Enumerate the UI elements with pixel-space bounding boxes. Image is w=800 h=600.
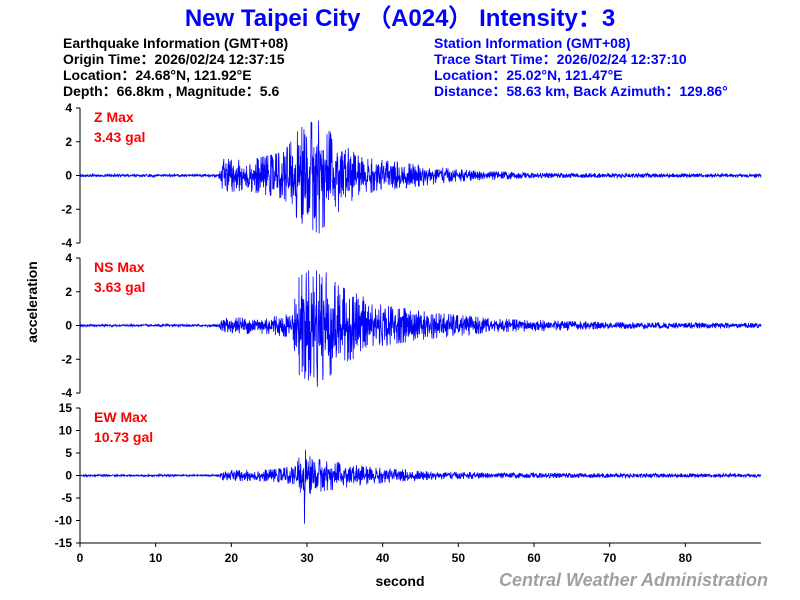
x-tick-label: 10	[149, 551, 163, 565]
y-tick-label: -4	[61, 236, 72, 250]
peak-label: Z Max	[94, 109, 134, 125]
seismogram-panels: 4 2 0 -2 -4 Z Max 3.43 gal 4 2 0 -2 -4 NS Max 3.63 ga…	[55, 101, 762, 550]
y-tick-label: 5	[65, 446, 72, 460]
y-tick-label: -10	[55, 514, 73, 528]
x-tick-label: 30	[300, 551, 314, 565]
y-tick-label: 2	[65, 135, 72, 149]
x-tick-label: 80	[679, 551, 693, 565]
credit-text: Central Weather Administration	[499, 570, 768, 590]
y-tick-label: -15	[55, 536, 73, 550]
panel-z: 4 2 0 -2 -4 Z Max 3.43 gal	[61, 101, 762, 250]
x-axis: 0 10 20 30 40 50 60 70 80	[77, 542, 761, 565]
earthquake-info-heading: Earthquake Information (GMT+08)	[63, 35, 288, 51]
trace-ns	[79, 270, 762, 387]
trace-z	[79, 120, 762, 234]
y-tick-label: 0	[65, 169, 72, 183]
x-tick-label: 20	[225, 551, 239, 565]
panel-ns: 4 2 0 -2 -4 NS Max 3.63 gal	[61, 251, 762, 400]
trace-ew	[79, 449, 762, 524]
station-location: Location：25.02°N, 121.47°E	[434, 67, 623, 83]
origin-time: Origin Time：2026/02/24 12:37:15	[63, 51, 285, 67]
y-tick-label: 4	[65, 251, 72, 265]
y-tick-label: -5	[61, 491, 72, 505]
x-axis-label: second	[375, 573, 424, 589]
station-distance: Distance：58.63 km, Back Azimuth：129.86°	[434, 83, 728, 99]
y-axis-label: acceleration	[24, 261, 40, 343]
peak-value: 3.43 gal	[94, 129, 145, 145]
figure-title: New Taipei City （A024） Intensity：3	[185, 5, 615, 32]
earthquake-info-block: Earthquake Information (GMT+08) Origin T…	[63, 35, 288, 99]
station-info-heading: Station Information (GMT+08)	[434, 35, 630, 51]
x-tick-label: 70	[603, 551, 617, 565]
station-info-block: Station Information (GMT+08) Trace Start…	[434, 35, 728, 99]
depth-magnitude: Depth：66.8km , Magnitude：5.6	[63, 83, 279, 99]
y-tick-label: 15	[59, 401, 73, 415]
y-tick-label: 2	[65, 285, 72, 299]
x-tick-label: 0	[77, 551, 84, 565]
y-tick-label: 10	[59, 424, 73, 438]
x-tick-label: 60	[527, 551, 541, 565]
y-tick-label: 0	[65, 319, 72, 333]
y-tick-label: -2	[61, 352, 72, 366]
y-tick-label: 0	[65, 469, 72, 483]
x-tick-label: 40	[376, 551, 390, 565]
peak-label: NS Max	[94, 259, 145, 275]
peak-value: 3.63 gal	[94, 279, 145, 295]
panel-ew: 15 10 5 0 -5 -10 -15 EW Max 10.73 gal	[55, 401, 762, 550]
x-tick-label: 50	[452, 551, 466, 565]
peak-value: 10.73 gal	[94, 429, 153, 445]
y-tick-label: -2	[61, 202, 72, 216]
epicenter-location: Location：24.68°N, 121.92°E	[63, 67, 252, 83]
y-tick-label: -4	[61, 386, 72, 400]
trace-start-time: Trace Start Time：2026/02/24 12:37:10	[434, 51, 687, 67]
peak-label: EW Max	[94, 409, 148, 425]
y-tick-label: 4	[65, 101, 72, 115]
